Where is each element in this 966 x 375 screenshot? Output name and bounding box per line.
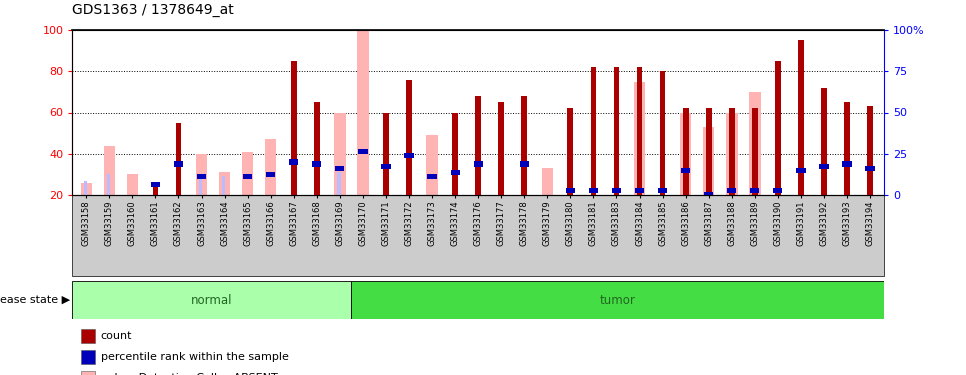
Bar (382, 164, 390, 169)
Bar (749, 92, 760, 195)
Bar (337, 172, 341, 195)
Bar (660, 71, 666, 195)
Bar (473, 162, 483, 166)
Bar (265, 140, 276, 195)
Bar (729, 108, 734, 195)
Bar (867, 106, 873, 195)
Bar (222, 177, 225, 195)
Bar (706, 108, 712, 195)
Bar (80, 350, 96, 364)
Text: normal: normal (191, 294, 232, 306)
Bar (775, 61, 781, 195)
Bar (475, 96, 481, 195)
Bar (384, 112, 389, 195)
Bar (405, 153, 413, 158)
Bar (637, 191, 640, 195)
Bar (703, 127, 715, 195)
Bar (821, 88, 827, 195)
Bar (704, 192, 713, 198)
Bar (243, 174, 252, 179)
Bar (590, 67, 596, 195)
Bar (634, 82, 645, 195)
Bar (727, 188, 736, 194)
Bar (681, 168, 691, 173)
Text: GDS1363 / 1378649_at: GDS1363 / 1378649_at (72, 3, 234, 17)
Bar (680, 112, 692, 195)
Bar (351, 281, 884, 319)
Bar (773, 188, 782, 194)
Text: tumor: tumor (599, 294, 636, 306)
Bar (613, 67, 619, 195)
Bar (314, 102, 320, 195)
Bar (452, 112, 458, 195)
Bar (80, 183, 92, 195)
Bar (291, 61, 297, 195)
Text: value, Detection Call = ABSENT: value, Detection Call = ABSENT (100, 373, 277, 375)
Bar (658, 188, 668, 194)
Bar (127, 174, 138, 195)
Bar (151, 182, 160, 187)
Bar (72, 281, 351, 319)
Bar (842, 162, 852, 166)
Bar (266, 172, 275, 177)
Bar (522, 96, 527, 195)
Text: percentile rank within the sample: percentile rank within the sample (100, 352, 289, 362)
Bar (498, 102, 504, 195)
Bar (80, 329, 96, 343)
Bar (176, 123, 182, 195)
Bar (542, 168, 554, 195)
Bar (567, 108, 573, 195)
Bar (197, 174, 206, 179)
Bar (428, 174, 437, 179)
Bar (450, 170, 460, 175)
Bar (819, 164, 829, 169)
Bar (199, 178, 202, 195)
Bar (637, 67, 642, 195)
Bar (106, 174, 110, 195)
Text: disease state ▶: disease state ▶ (0, 295, 71, 305)
Bar (566, 188, 575, 194)
Bar (358, 149, 367, 154)
Bar (497, 196, 506, 202)
Bar (103, 146, 115, 195)
Bar (335, 166, 345, 171)
Bar (589, 188, 598, 194)
Bar (80, 371, 96, 375)
Bar (334, 112, 346, 195)
Bar (752, 108, 757, 195)
Text: count: count (100, 331, 132, 341)
Bar (683, 108, 689, 195)
Bar (153, 187, 158, 195)
Bar (796, 168, 806, 173)
Bar (866, 166, 874, 171)
Bar (798, 40, 804, 195)
Bar (426, 135, 438, 195)
Bar (357, 30, 369, 195)
Bar (406, 80, 412, 195)
Bar (751, 188, 759, 194)
Bar (289, 159, 298, 165)
Bar (635, 188, 644, 194)
Bar (726, 112, 737, 195)
Bar (219, 172, 230, 195)
Bar (312, 162, 322, 166)
Bar (611, 188, 621, 194)
Bar (242, 152, 253, 195)
Bar (520, 162, 528, 166)
Bar (844, 102, 850, 195)
Bar (174, 162, 184, 166)
Bar (196, 154, 208, 195)
Bar (84, 181, 87, 195)
